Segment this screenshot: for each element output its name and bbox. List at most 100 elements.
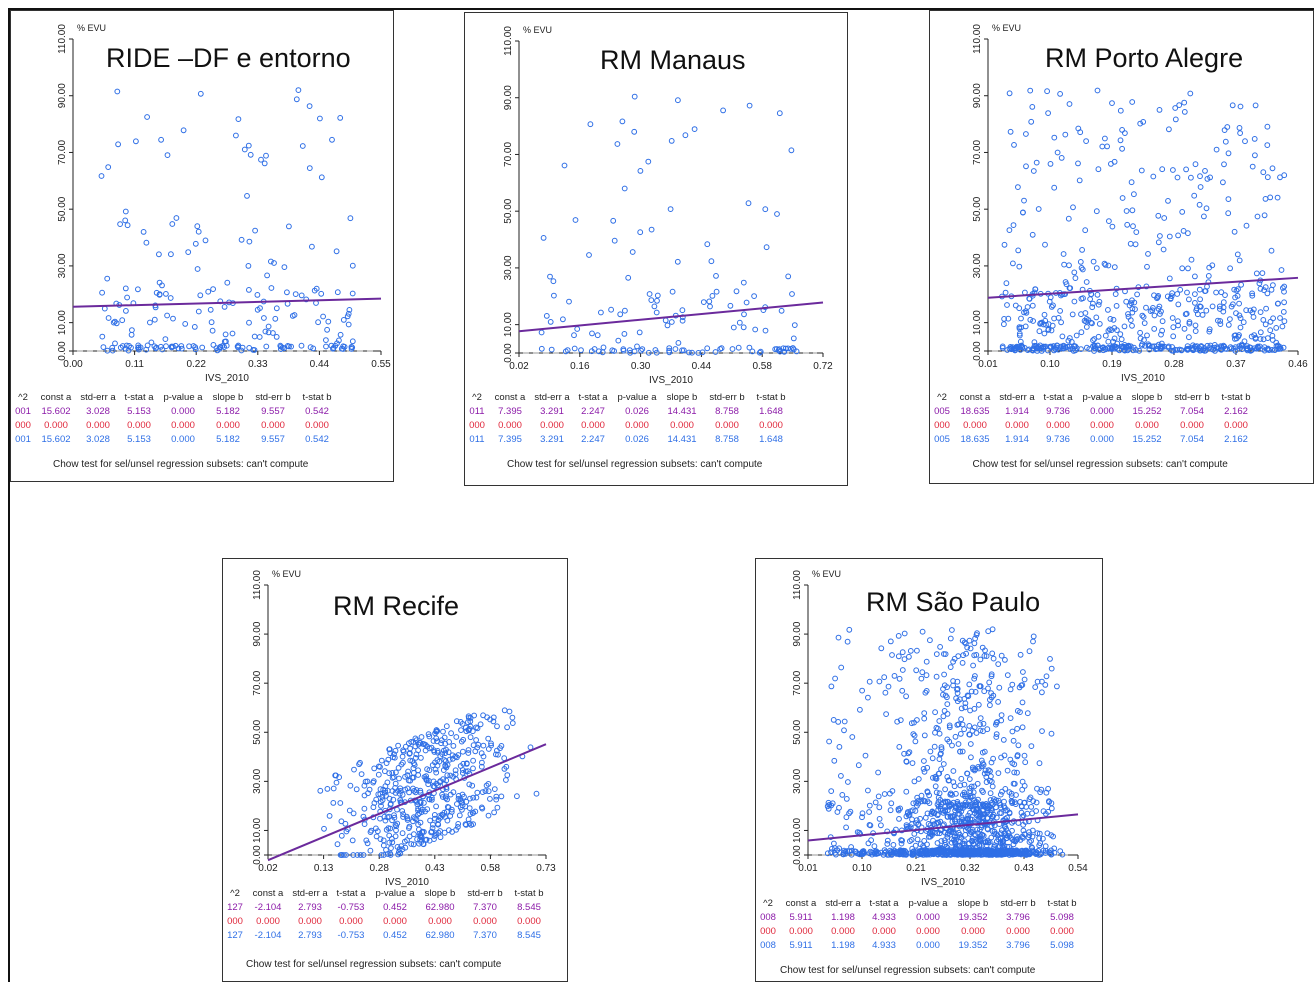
scatter-point	[921, 758, 927, 764]
x-tick-label: 0.02	[509, 361, 529, 372]
scatter-point	[1043, 673, 1050, 680]
scatter-point	[490, 714, 497, 721]
scatter-point	[1261, 212, 1268, 219]
scatter-point	[1233, 287, 1240, 294]
scatter-point	[1032, 684, 1039, 691]
stats-cell: 0.000	[1046, 420, 1070, 431]
scatter-point	[966, 681, 973, 688]
scatter-point	[318, 290, 325, 297]
scatter-point	[866, 809, 872, 815]
scatter-point	[929, 808, 936, 815]
scatter-point	[1241, 338, 1248, 345]
scatter-point	[378, 803, 384, 809]
scatter-point	[1220, 179, 1226, 186]
scatter-point	[1026, 832, 1033, 839]
scatter-point	[373, 833, 380, 840]
scatter-point	[915, 776, 922, 782]
scatter-point	[913, 817, 920, 824]
scatter-point	[1252, 152, 1258, 159]
scatter-point	[985, 847, 992, 854]
scatter-point	[323, 343, 329, 350]
scatter-point	[367, 847, 374, 854]
scatter-point	[844, 638, 851, 645]
stats-cell: t-stat a	[124, 392, 154, 403]
scatter-point	[412, 755, 419, 761]
scatter-point	[790, 346, 797, 353]
stats-cell: 0.000	[256, 916, 280, 927]
scatter-point	[940, 761, 947, 767]
scatter-point	[920, 766, 927, 772]
scatter-point	[117, 221, 123, 228]
scatter-point	[360, 852, 367, 858]
scatter-point	[1045, 327, 1052, 333]
stats-cell: 0.000	[171, 434, 195, 445]
stats-cell: 2.162	[1224, 406, 1248, 417]
stats-cell: 62.980	[425, 930, 455, 941]
scatter-point	[1002, 824, 1009, 831]
scatter-point	[421, 774, 428, 780]
scatter-point	[437, 753, 444, 760]
scatter-point	[1257, 309, 1264, 316]
scatter-point	[976, 847, 983, 854]
scatter-point	[915, 800, 922, 807]
stats-cell: 0.000	[473, 916, 497, 927]
scatter-point	[1144, 332, 1150, 339]
scatter-point	[1117, 331, 1124, 338]
scatter-point	[494, 723, 500, 730]
scatter-point	[884, 837, 891, 844]
scatter-point	[1019, 786, 1026, 793]
stats-cell: 0.000	[171, 406, 195, 417]
scatter-point	[1118, 336, 1125, 343]
stats-cell: -0.753	[337, 930, 365, 941]
scatter-point	[354, 852, 361, 858]
scatter-point	[1119, 145, 1126, 152]
scatter-point	[1023, 163, 1029, 170]
scatter-point	[194, 223, 201, 230]
scatter-point	[885, 683, 892, 690]
scatter-point	[1237, 324, 1244, 331]
scatter-point	[971, 675, 978, 682]
scatter-point	[922, 798, 928, 805]
scatter-point	[1041, 330, 1048, 337]
scatter-point	[467, 734, 474, 741]
scatter-point	[1039, 728, 1045, 735]
scatter-point	[1170, 333, 1177, 340]
scatter-point	[1019, 724, 1026, 731]
scatter-point	[946, 722, 953, 729]
scatter-point	[1091, 345, 1098, 351]
stats-cell: 0.000	[916, 912, 940, 923]
scatter-point	[1018, 315, 1024, 322]
scatter-point	[1187, 90, 1194, 97]
scatter-point	[1170, 324, 1177, 331]
scatter-point	[1140, 119, 1147, 125]
scatter-point	[385, 825, 392, 832]
scatter-point	[458, 727, 464, 734]
scatter-point	[1264, 123, 1271, 130]
scatter-point	[1169, 315, 1176, 321]
scatter-point	[899, 649, 906, 656]
scatter-point	[1205, 273, 1212, 279]
scatter-point	[1009, 850, 1016, 857]
scatter-point	[452, 767, 459, 774]
scatter-point	[295, 87, 302, 93]
scatter-point	[978, 757, 985, 764]
scatter-point	[475, 741, 482, 748]
scatter-point	[1150, 173, 1157, 180]
scatter-point	[932, 775, 939, 782]
stats-cell: 9.557	[261, 434, 285, 445]
scatter-point	[324, 326, 331, 333]
scatter-point	[1079, 247, 1086, 253]
scatter-point	[1105, 262, 1112, 269]
scatter-point	[1225, 322, 1232, 328]
scatter-point	[399, 846, 406, 853]
stats-cell: 1.914	[1005, 406, 1029, 417]
scatter-point	[662, 317, 669, 324]
scatter-point	[967, 645, 974, 652]
scatter-point	[164, 152, 171, 159]
scatter-point	[988, 694, 995, 701]
scatter-point	[1158, 331, 1164, 338]
scatter-point	[465, 816, 472, 823]
stats-cell: 8.758	[715, 406, 739, 417]
scatter-point	[981, 770, 988, 777]
y-tick-label: 70.00	[252, 670, 263, 695]
